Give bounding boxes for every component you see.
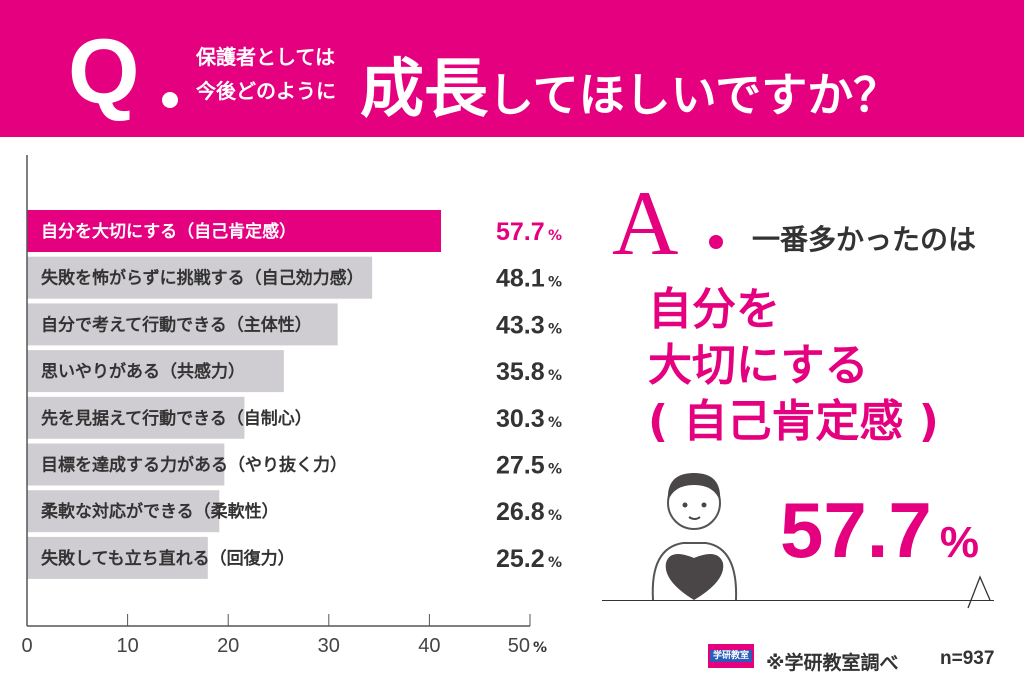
person-holding-heart-icon bbox=[651, 473, 738, 601]
question-sub-line1: 保護者としては bbox=[196, 45, 335, 69]
logo-text: 学研教室 bbox=[710, 650, 752, 662]
value-label: 25.2 bbox=[496, 545, 545, 573]
bar-label: 目標を達成する力がある（やり抜く力） bbox=[41, 455, 347, 476]
bar bbox=[27, 396, 245, 439]
x-axis-unit: % bbox=[533, 640, 547, 656]
source-note: ※学研教室調べ bbox=[766, 652, 899, 674]
bar bbox=[27, 490, 220, 533]
value-unit: % bbox=[548, 415, 562, 431]
x-tick-label: 10 bbox=[116, 635, 138, 657]
bar-chart: 自分を大切にする（自己肯定感） 57.7 % 失敗を怖がらずに挑戦する（自己効力感） 4… bbox=[21, 155, 562, 657]
bar-label: 失敗を怖がらずに挑戦する（自己効力感） bbox=[41, 268, 364, 289]
bar-label: 先を見据えて行動できる（自制心） bbox=[41, 408, 312, 429]
triangle-decoration-icon bbox=[967, 575, 991, 609]
value-unit: % bbox=[548, 275, 562, 291]
bar-label: 思いやりがある（共感力） bbox=[41, 361, 245, 382]
question-sub: 保護者としては 今後どのように bbox=[196, 40, 336, 108]
value-unit: % bbox=[548, 368, 562, 384]
value-label: 35.8 bbox=[496, 358, 545, 386]
x-tick-label: 30 bbox=[318, 635, 340, 657]
gakken-logo: 学研教室 bbox=[708, 644, 754, 668]
headline-percentage: 57.7% bbox=[780, 485, 979, 576]
headline-value: 57.7 bbox=[780, 486, 932, 574]
answer-line1: 自分を bbox=[648, 284, 780, 335]
sample-size: n=937 bbox=[940, 648, 995, 669]
q-letter: Q bbox=[68, 21, 140, 123]
headline-unit: % bbox=[939, 518, 979, 567]
q-dot bbox=[162, 92, 178, 108]
x-tick-label: 20 bbox=[217, 635, 239, 657]
value-label: 30.3 bbox=[496, 405, 545, 433]
question-rest: してほしいですか？ bbox=[488, 68, 900, 122]
bar-label: 柔軟な対応ができる（柔軟性） bbox=[41, 501, 279, 522]
question-sub-line2: 今後どのように bbox=[196, 79, 336, 103]
value-label: 27.5 bbox=[496, 452, 545, 480]
a-dot bbox=[709, 235, 723, 249]
bar bbox=[27, 350, 284, 393]
bar-label: 失敗しても立ち直れる（回復力） bbox=[41, 548, 295, 569]
value-unit: % bbox=[548, 462, 562, 478]
x-tick-label: 40 bbox=[418, 635, 440, 657]
bar bbox=[27, 210, 441, 252]
answer-line3: ( 自己肯定感 ) bbox=[648, 396, 939, 447]
value-unit: % bbox=[548, 228, 562, 244]
value-label: 57.7 bbox=[496, 218, 545, 246]
bar bbox=[27, 443, 225, 486]
question-banner: Q 保護者としては 今後どのように 成長してほしいですか？ bbox=[0, 0, 1024, 137]
value-label: 48.1 bbox=[496, 265, 545, 293]
value-label: 43.3 bbox=[496, 311, 545, 339]
ground-line bbox=[602, 600, 994, 601]
value-unit: % bbox=[548, 508, 562, 524]
bar bbox=[27, 536, 208, 579]
bar-label: 自分で考えて行動できる（主体性） bbox=[41, 314, 312, 335]
a-letter: A bbox=[612, 172, 679, 274]
question-keyword: 成長 bbox=[360, 53, 488, 127]
question-main: 成長してほしいですか？ bbox=[360, 38, 899, 130]
value-unit: % bbox=[548, 321, 562, 337]
x-tick-label: 50 bbox=[508, 635, 530, 657]
answer-text: 自分を 大切にする ( 自己肯定感 ) bbox=[648, 282, 939, 450]
value-label: 26.8 bbox=[496, 498, 545, 526]
answer-line2: 大切にする bbox=[648, 340, 869, 391]
bar bbox=[27, 256, 373, 299]
x-tick-label: 0 bbox=[21, 635, 32, 657]
answer-intro: 一番多かったのは bbox=[752, 223, 977, 256]
bar bbox=[27, 303, 338, 346]
value-unit: % bbox=[548, 555, 562, 571]
bar-label: 自分を大切にする（自己肯定感） bbox=[41, 221, 296, 242]
